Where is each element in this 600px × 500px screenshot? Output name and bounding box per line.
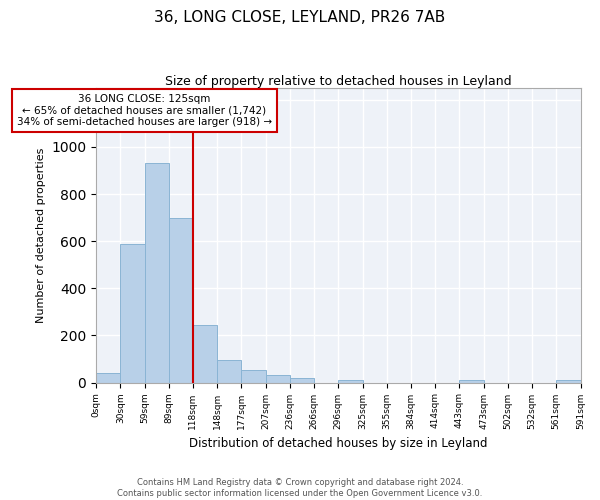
Bar	[266, 376, 290, 382]
Bar	[169, 218, 193, 382]
Text: 36 LONG CLOSE: 125sqm
← 65% of detached houses are smaller (1,742)
34% of semi-d: 36 LONG CLOSE: 125sqm ← 65% of detached …	[17, 94, 272, 127]
Bar	[338, 380, 362, 382]
Y-axis label: Number of detached properties: Number of detached properties	[35, 148, 46, 323]
Bar	[556, 380, 581, 382]
X-axis label: Distribution of detached houses by size in Leyland: Distribution of detached houses by size …	[189, 437, 488, 450]
Bar	[193, 325, 217, 382]
Bar	[290, 378, 314, 382]
Title: Size of property relative to detached houses in Leyland: Size of property relative to detached ho…	[165, 75, 512, 88]
Text: 36, LONG CLOSE, LEYLAND, PR26 7AB: 36, LONG CLOSE, LEYLAND, PR26 7AB	[154, 10, 446, 25]
Bar	[241, 370, 266, 382]
Bar	[145, 164, 169, 382]
Bar	[217, 360, 241, 382]
Text: Contains HM Land Registry data © Crown copyright and database right 2024.
Contai: Contains HM Land Registry data © Crown c…	[118, 478, 482, 498]
Bar	[120, 244, 145, 382]
Bar	[460, 380, 484, 382]
Bar	[96, 373, 120, 382]
